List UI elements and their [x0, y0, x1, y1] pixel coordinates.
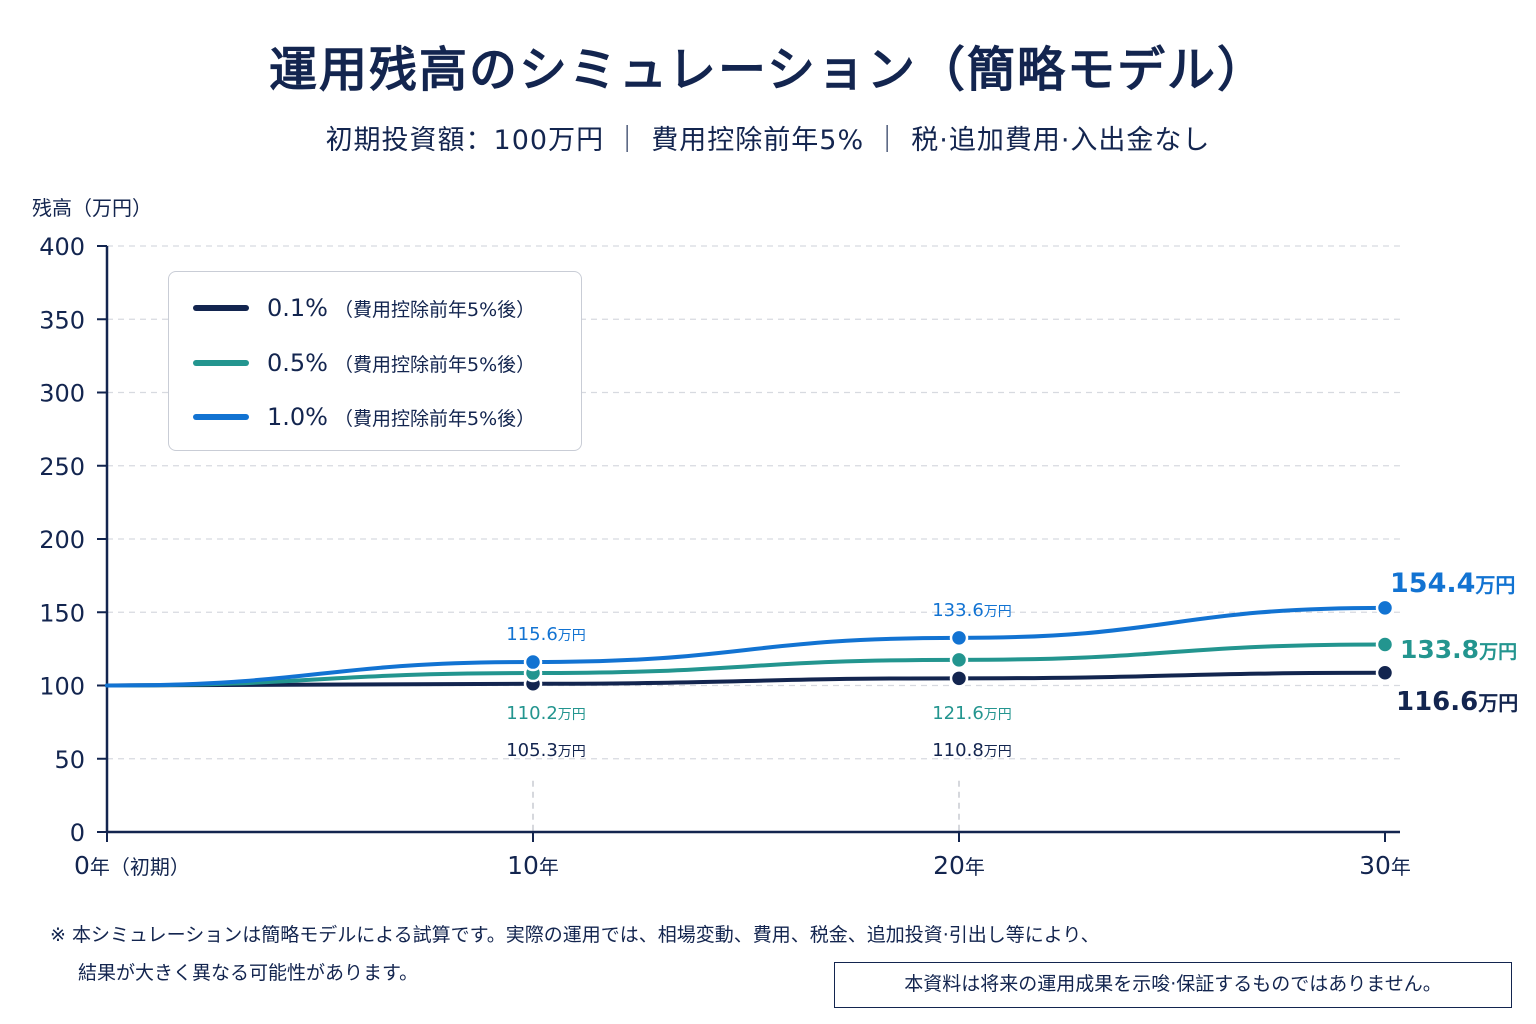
y-tick-label: 50 [54, 746, 85, 774]
chart-subtitle: 初期投資額：100万円 ｜ 費用控除前年5% ｜ 税·追加費用·入出金なし [325, 125, 1211, 156]
legend-note: （費用控除前年5%後） [333, 353, 536, 376]
data-label: 110.8万円 [932, 740, 1012, 761]
data-label: 133.6万円 [932, 600, 1012, 621]
series-line-1 [105, 642, 1387, 688]
legend-rate-label: 0.1% [267, 294, 328, 322]
data-label: 154.4万円 [1390, 568, 1515, 599]
x-tick-label: 30年 [1359, 851, 1411, 880]
y-tick-label: 200 [39, 526, 85, 554]
data-point-0 [949, 669, 969, 688]
legend-note: （費用控除前年5%後） [333, 407, 536, 430]
y-tick-label: 100 [39, 673, 85, 701]
legend-item-1-0-percent: 1.0% （費用控除前年5%後） [193, 399, 535, 435]
footnote-line-1: ※ 本シミュレーションは簡略モデルによる試算です。実際の運用では、相場変動、費用… [50, 924, 1100, 946]
legend-note: （費用控除前年5%後） [333, 298, 536, 321]
y-tick-label: 250 [39, 453, 85, 481]
legend-rate-label: 0.5% [267, 349, 328, 377]
y-axis-label: 残高（万円） [32, 196, 152, 220]
x-tick-label: 10年 [507, 851, 559, 880]
data-label: 116.6万円 [1396, 687, 1518, 717]
series-line-0 [105, 670, 1387, 688]
series-line-2 [105, 605, 1387, 688]
legend-swatch-blue [193, 414, 249, 420]
legend-rate-label: 1.0% [267, 403, 328, 431]
legend-swatch-teal [193, 360, 249, 366]
data-label: 110.2万円 [506, 703, 586, 724]
data-label: 133.8万円 [1400, 635, 1517, 664]
chart-legend: 0.1% （費用控除前年5%後） 0.5% （費用控除前年5%後） 1.0% （… [168, 271, 582, 451]
data-label: 105.3万円 [506, 740, 586, 761]
data-label: 115.6万円 [506, 624, 586, 645]
data-point-1 [949, 650, 969, 670]
legend-swatch-navy [193, 305, 249, 311]
footnote: ※ 本シミュレーションは簡略モデルによる試算です。実際の運用では、相場変動、費用… [50, 916, 1100, 992]
data-point-1 [1375, 635, 1395, 654]
legend-item-0-5-percent: 0.5% （費用控除前年5%後） [193, 345, 535, 381]
x-tick-label: 0年（初期） [74, 851, 190, 880]
x-tick-label: 20年 [933, 851, 985, 880]
y-tick-label: 350 [39, 306, 85, 334]
data-point-2 [949, 628, 969, 648]
data-point-2 [1375, 598, 1395, 618]
legend-item-0-1-percent: 0.1% （費用控除前年5%後） [193, 290, 535, 326]
y-tick-label: 400 [39, 233, 85, 261]
y-tick-label: 0 [70, 819, 85, 847]
y-tick-label: 150 [39, 599, 85, 627]
disclaimer-box: 本資料は将来の運用成果を示唆·保証するものではありません。 [834, 962, 1512, 1008]
data-point-0 [1375, 663, 1395, 683]
data-label: 121.6万円 [932, 703, 1012, 724]
chart-title: 運用残高のシミュレーション（簡略モデル） [268, 42, 1268, 98]
footnote-line-2: 結果が大きく異なる可能性があります。 [78, 962, 419, 984]
data-point-2 [523, 652, 543, 672]
y-tick-label: 300 [39, 380, 85, 408]
